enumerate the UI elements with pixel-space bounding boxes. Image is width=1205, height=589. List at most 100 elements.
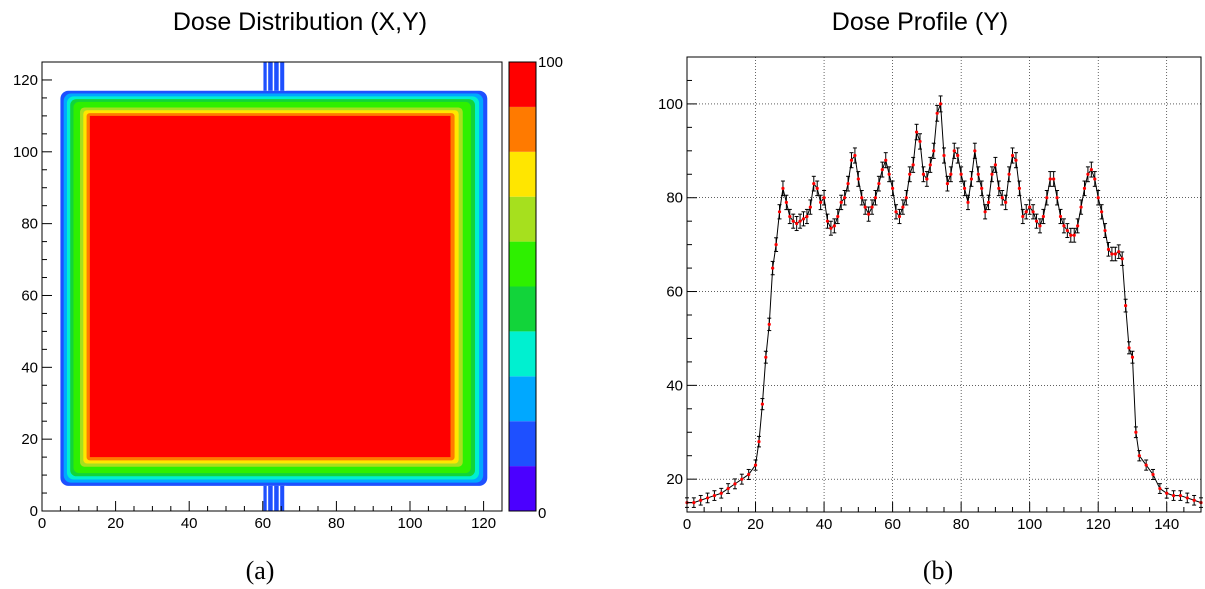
data-point <box>733 482 737 486</box>
x-tick-label: 40 <box>816 516 833 533</box>
y-tick-label: 20 <box>666 471 683 488</box>
data-point <box>849 158 854 162</box>
x-tick-label: 100 <box>1017 516 1042 533</box>
data-point <box>726 486 730 491</box>
heatmap-frame <box>41 61 503 512</box>
data-point <box>1062 224 1066 228</box>
y-tick-label: 80 <box>21 216 38 233</box>
data-point <box>1096 196 1100 200</box>
data-point <box>836 214 840 219</box>
data-point <box>942 153 946 158</box>
x-tick-label: 80 <box>328 515 345 532</box>
data-point <box>1134 430 1138 434</box>
data-point <box>1144 463 1148 467</box>
x-tick-label: 60 <box>884 516 901 533</box>
data-point <box>1100 210 1104 214</box>
data-point <box>1130 355 1135 359</box>
data-point <box>808 205 812 209</box>
data-point <box>1004 200 1008 205</box>
data-point <box>914 130 919 134</box>
data-point <box>1028 205 1032 209</box>
data-point <box>956 153 960 158</box>
data-point <box>969 177 974 181</box>
data-point <box>719 491 723 495</box>
data-point <box>819 200 823 205</box>
data-point <box>925 177 929 181</box>
colorbar-level <box>509 151 536 197</box>
data-point <box>740 477 744 481</box>
data-point <box>928 163 932 167</box>
colorbar-level <box>509 466 536 511</box>
data-point <box>997 186 1001 190</box>
data-point <box>1124 304 1128 308</box>
profile-axes: 0 20 40 60 80 100 120 140 20 40 60 80 100 <box>658 56 1202 533</box>
data-point <box>1171 493 1176 498</box>
heatmap-high-dose-region <box>89 115 451 458</box>
data-point <box>1045 196 1049 200</box>
data-point <box>774 243 778 247</box>
data-point <box>1103 228 1107 233</box>
colorbar-level <box>509 196 536 242</box>
data-point <box>949 172 953 176</box>
profile-title: Dose Profile (Y) <box>831 8 1009 36</box>
data-point <box>1127 346 1131 350</box>
data-point <box>846 182 850 186</box>
data-point <box>853 153 857 158</box>
data-point <box>1110 252 1114 256</box>
profile-series <box>685 95 1203 508</box>
y-tick-label: 100 <box>13 144 38 161</box>
colorbar-frame <box>508 61 537 512</box>
data-point <box>747 472 751 477</box>
data-point <box>825 219 830 223</box>
data-point <box>801 217 806 221</box>
data-point <box>829 226 833 230</box>
data-point <box>891 186 895 190</box>
x-tick-label: 0 <box>683 516 691 533</box>
data-point <box>870 205 874 209</box>
colorbar-level <box>509 286 536 332</box>
dose-distribution-heatmap: 100 0 0 20 40 60 80 100 120 0 20 40 60 80 100 120 <box>13 54 563 532</box>
x-tick-label: 40 <box>181 515 198 532</box>
data-point <box>894 210 898 214</box>
y-tick-label: 0 <box>30 503 38 520</box>
data-point <box>867 212 871 216</box>
data-point <box>1137 454 1141 458</box>
colorbar-level <box>509 331 536 377</box>
profile-grid <box>687 57 1201 512</box>
data-point <box>1158 486 1162 491</box>
data-point <box>1072 233 1076 237</box>
profile-caption: (b) <box>922 556 954 585</box>
data-point <box>932 149 936 153</box>
data-point <box>973 149 977 153</box>
data-point <box>753 463 758 467</box>
y-tick-label: 40 <box>666 377 683 394</box>
data-point <box>1000 196 1004 200</box>
data-point <box>1106 247 1111 251</box>
colorbar-level <box>509 241 536 287</box>
data-point <box>805 214 809 219</box>
data-point <box>795 221 799 226</box>
data-point <box>1113 252 1117 256</box>
data-point <box>784 200 788 205</box>
data-point <box>757 440 761 444</box>
data-point <box>771 266 775 270</box>
data-point <box>1192 498 1196 502</box>
data-point <box>1014 158 1018 162</box>
heatmap-plot-area <box>42 62 502 511</box>
data-point <box>791 219 795 223</box>
y-tick-label: 60 <box>666 284 683 301</box>
data-point <box>860 196 864 200</box>
data-point <box>1024 210 1028 214</box>
x-tick-label: 20 <box>747 516 764 533</box>
y-tick-label: 80 <box>666 190 683 207</box>
colorbar-level <box>509 106 536 152</box>
data-point <box>1065 228 1069 233</box>
data-point <box>1010 153 1015 158</box>
data-point <box>993 163 998 167</box>
data-point <box>1041 214 1045 219</box>
data-point <box>901 205 905 209</box>
x-tick-label: 80 <box>953 516 970 533</box>
data-point <box>699 498 703 502</box>
data-point <box>843 196 847 200</box>
